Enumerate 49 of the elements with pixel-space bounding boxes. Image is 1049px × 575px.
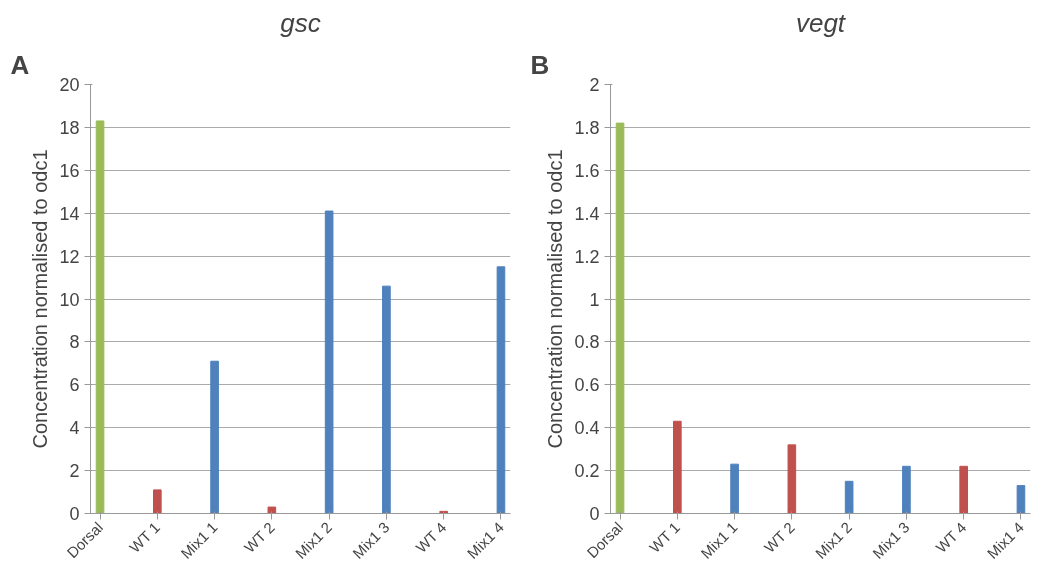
bar <box>1016 485 1026 514</box>
bar <box>267 506 277 514</box>
bar <box>95 120 105 514</box>
text: A <box>10 49 30 80</box>
y-tick-label: 0.2 <box>574 461 600 482</box>
bar <box>673 420 682 514</box>
bar <box>787 444 797 514</box>
y-tick-label: 1.8 <box>574 117 600 138</box>
bar <box>324 210 334 514</box>
bar <box>844 480 854 514</box>
y-tick-label: 10 <box>59 289 80 310</box>
y-tick-label: 16 <box>59 160 80 181</box>
y-tick-label: 0.4 <box>574 418 600 439</box>
bar <box>382 285 391 514</box>
text: B <box>530 49 550 80</box>
y-tick-label: 0 <box>69 504 80 524</box>
y-tick-label: 6 <box>69 375 80 396</box>
chart-title: gsc <box>280 7 321 38</box>
y-axis-title: Concentration normalised to odc1 <box>544 149 567 449</box>
bar <box>153 489 162 514</box>
y-tick-label: 20 <box>59 75 80 95</box>
y-tick-label: 0 <box>589 504 600 524</box>
x-tick-label: WT 2 <box>760 518 798 556</box>
y-tick-label: 18 <box>59 117 80 138</box>
y-tick-label: 0.6 <box>574 375 600 396</box>
x-tick-label: WT 1 <box>125 518 164 556</box>
y-tick-label: 14 <box>59 203 80 224</box>
y-tick-label: 1.6 <box>574 160 600 181</box>
y-tick-label: 1 <box>589 289 600 310</box>
bar <box>496 266 506 514</box>
y-tick-label: 1.2 <box>574 246 600 267</box>
y-tick-label: 12 <box>59 246 80 267</box>
y-tick-label: 1.4 <box>574 203 600 224</box>
x-tick-label: WT 4 <box>412 518 450 556</box>
y-tick-label: 4 <box>69 418 80 439</box>
x-tick-label: WT 2 <box>240 518 278 556</box>
y-tick-label: 0.8 <box>574 332 600 353</box>
bar <box>210 360 219 514</box>
y-axis-title: Concentration normalised to odc1 <box>29 149 52 449</box>
x-tick-label: WT 1 <box>645 518 684 556</box>
y-tick-label: 2 <box>589 75 600 95</box>
chart-title: vegt <box>795 7 847 38</box>
bar <box>615 122 625 514</box>
bar <box>959 465 968 514</box>
y-tick-label: 8 <box>69 332 80 353</box>
x-tick-label: WT 4 <box>932 518 970 556</box>
bar <box>902 465 911 514</box>
bar <box>730 463 739 514</box>
y-tick-label: 2 <box>69 461 80 482</box>
